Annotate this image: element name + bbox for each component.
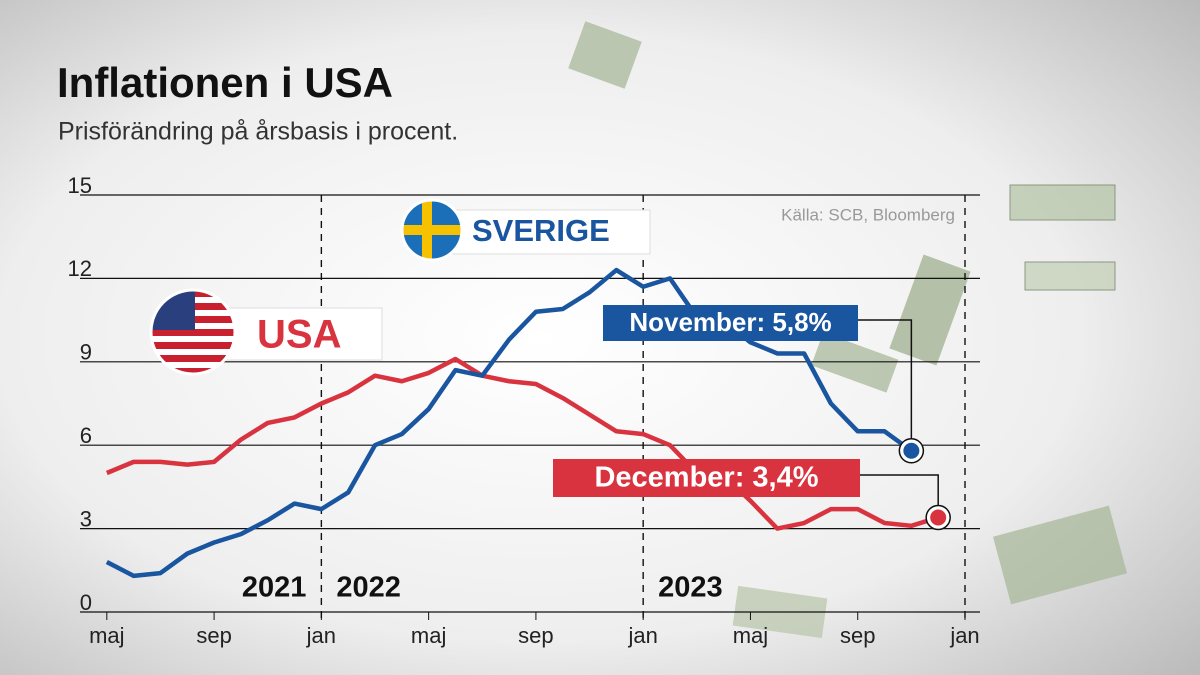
- point: [930, 509, 947, 526]
- connector: [858, 319, 913, 439]
- year-label: 2021: [242, 572, 307, 604]
- y-tick-label: 15: [68, 173, 92, 198]
- y-tick-label: 3: [80, 506, 92, 531]
- callout-label: December: 3,4%: [594, 462, 818, 494]
- series-line: [105, 356, 939, 531]
- y-tick-label: 9: [80, 340, 92, 365]
- legend-usa: USA: [149, 288, 383, 376]
- connector: [860, 474, 939, 506]
- grid: 0 3 6 9 12 15 maj sep jan maj sep jan maj sep jan 2021 2…: [68, 173, 980, 648]
- callout-label: November: 5,8%: [629, 307, 831, 337]
- x-tick-label: sep: [196, 623, 231, 648]
- x-tick-label: jan: [949, 623, 979, 648]
- year-label: 2023: [658, 572, 723, 604]
- x-tick-label: maj: [733, 623, 768, 648]
- legend-label: USA: [257, 313, 341, 357]
- x-tick-label: maj: [89, 623, 124, 648]
- x-tick-label: sep: [840, 623, 875, 648]
- legend-label: SVERIGE: [472, 213, 610, 248]
- callout-box: [603, 305, 858, 341]
- chart-subtitle: Prisförändring på årsbasis i procent.: [58, 118, 458, 146]
- callouts: November: 5,8% December: 3,4%: [553, 305, 951, 531]
- legend-sverige: SVERIGE: [400, 198, 651, 262]
- source: Källa: SCB, Bloomberg: [781, 205, 955, 224]
- decoration: [568, 21, 1128, 639]
- point: [903, 442, 920, 459]
- x-tick-label: jan: [306, 623, 336, 648]
- x-tick-label: maj: [411, 623, 446, 648]
- x-tick-label: sep: [518, 623, 553, 648]
- lines: [105, 267, 939, 579]
- y-tick-label: 6: [80, 423, 92, 448]
- chart-title: Inflationen i USA: [57, 59, 393, 106]
- y-tick-label: 0: [80, 590, 92, 615]
- x-tick-label: jan: [628, 623, 658, 648]
- year-label: 2022: [336, 572, 401, 604]
- y-tick-label: 12: [68, 256, 92, 281]
- callout-box: [553, 459, 860, 497]
- series-line: [105, 267, 913, 579]
